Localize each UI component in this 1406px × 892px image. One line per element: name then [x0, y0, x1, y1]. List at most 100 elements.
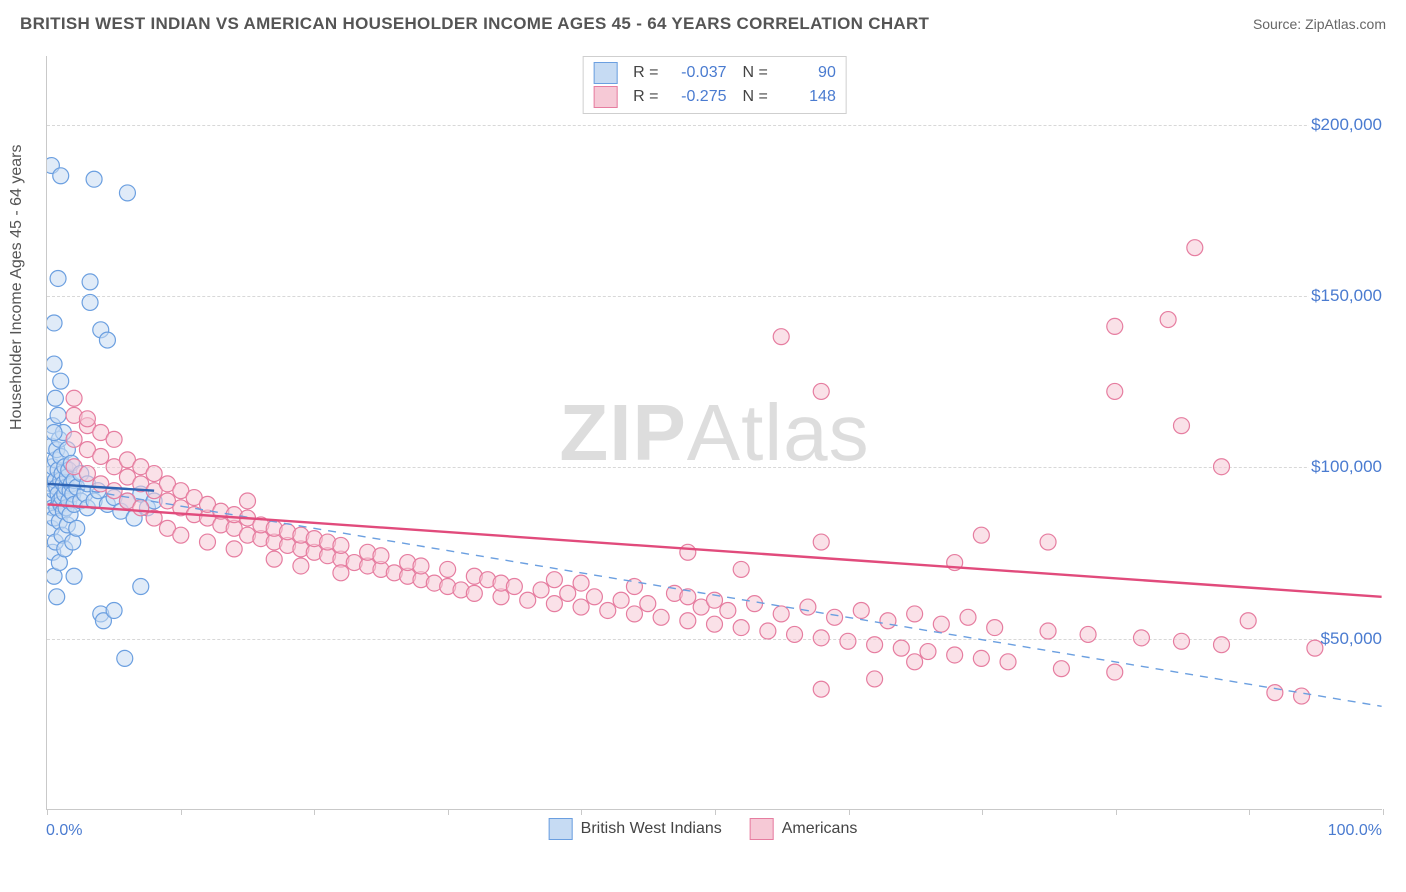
data-point	[520, 592, 536, 608]
data-point	[987, 620, 1003, 636]
data-point	[907, 654, 923, 670]
data-point	[867, 671, 883, 687]
source-value: ZipAtlas.com	[1305, 16, 1386, 32]
data-point	[600, 602, 616, 618]
x-tick	[1383, 809, 1384, 815]
plot-area: R =-0.037N =90R =-0.275N =148 ZIPAtlas $…	[46, 56, 1382, 810]
data-point	[106, 483, 122, 499]
data-point	[47, 315, 62, 331]
x-tick	[715, 809, 716, 815]
data-point	[1307, 640, 1323, 656]
stat-n-label: N =	[743, 85, 768, 109]
data-point	[66, 390, 82, 406]
x-min-label: 0.0%	[46, 822, 82, 840]
data-point	[66, 431, 82, 447]
data-point	[560, 585, 576, 601]
stat-n-value: 148	[778, 85, 836, 109]
data-point	[1080, 626, 1096, 642]
legend-label: British West Indians	[581, 820, 722, 838]
data-point	[79, 466, 95, 482]
data-point	[720, 602, 736, 618]
data-point	[466, 585, 482, 601]
data-point	[920, 644, 936, 660]
legend-swatch	[593, 62, 617, 84]
data-point	[50, 407, 66, 423]
data-point	[93, 448, 109, 464]
data-point	[226, 541, 242, 557]
legend-swatch	[549, 818, 573, 840]
legend-item: British West Indians	[549, 818, 722, 840]
data-point	[146, 466, 162, 482]
data-point	[733, 561, 749, 577]
trend-line	[47, 504, 1381, 596]
data-point	[1000, 654, 1016, 670]
data-point	[947, 647, 963, 663]
data-point	[1187, 240, 1203, 256]
data-point	[333, 537, 349, 553]
stat-n-label: N =	[743, 61, 768, 85]
data-point	[1267, 685, 1283, 701]
x-tick	[1116, 809, 1117, 815]
data-point	[1040, 534, 1056, 550]
data-point	[907, 606, 923, 622]
data-point	[653, 609, 669, 625]
data-point	[613, 592, 629, 608]
data-point	[733, 620, 749, 636]
x-tick	[448, 809, 449, 815]
stat-r-value: -0.275	[669, 85, 727, 109]
data-point	[66, 568, 82, 584]
data-point	[893, 640, 909, 656]
data-point	[86, 171, 102, 187]
x-tick	[581, 809, 582, 815]
legend-item: Americans	[750, 818, 858, 840]
data-point	[573, 599, 589, 615]
data-point	[1053, 661, 1069, 677]
data-point	[82, 294, 98, 310]
stats-row: R = -0.275 N = 148	[593, 85, 836, 109]
data-point	[333, 565, 349, 581]
legend-swatch	[750, 818, 774, 840]
data-point	[573, 575, 589, 591]
y-axis-label: Householder Income Ages 45 - 64 years	[8, 145, 26, 431]
data-point	[546, 572, 562, 588]
stat-r-value: -0.037	[669, 61, 727, 85]
x-tick	[982, 809, 983, 815]
data-point	[173, 527, 189, 543]
data-point	[867, 637, 883, 653]
data-point	[82, 274, 98, 290]
data-point	[106, 431, 122, 447]
x-tick	[849, 809, 850, 815]
data-point	[546, 596, 562, 612]
data-point	[117, 650, 133, 666]
data-point	[1133, 630, 1149, 646]
data-point	[680, 613, 696, 629]
data-point	[773, 329, 789, 345]
data-point	[680, 544, 696, 560]
data-point	[973, 650, 989, 666]
data-point	[266, 551, 282, 567]
data-point	[853, 602, 869, 618]
data-point	[133, 500, 149, 516]
data-point	[119, 185, 135, 201]
data-point	[533, 582, 549, 598]
data-point	[1294, 688, 1310, 704]
data-point	[813, 534, 829, 550]
data-point	[200, 534, 216, 550]
data-point	[1107, 383, 1123, 399]
data-point	[69, 520, 85, 536]
stat-r-label: R =	[633, 85, 658, 109]
data-point	[760, 623, 776, 639]
data-point	[707, 616, 723, 632]
data-point	[99, 332, 115, 348]
data-point	[133, 579, 149, 595]
data-point	[1240, 613, 1256, 629]
data-point	[47, 390, 63, 406]
source-label: Source:	[1253, 16, 1301, 32]
data-point	[880, 613, 896, 629]
data-point	[586, 589, 602, 605]
data-point	[640, 596, 656, 612]
data-point	[50, 270, 66, 286]
data-point	[813, 681, 829, 697]
data-point	[53, 168, 69, 184]
stats-legend: R =-0.037N =90R =-0.275N =148	[582, 56, 847, 114]
